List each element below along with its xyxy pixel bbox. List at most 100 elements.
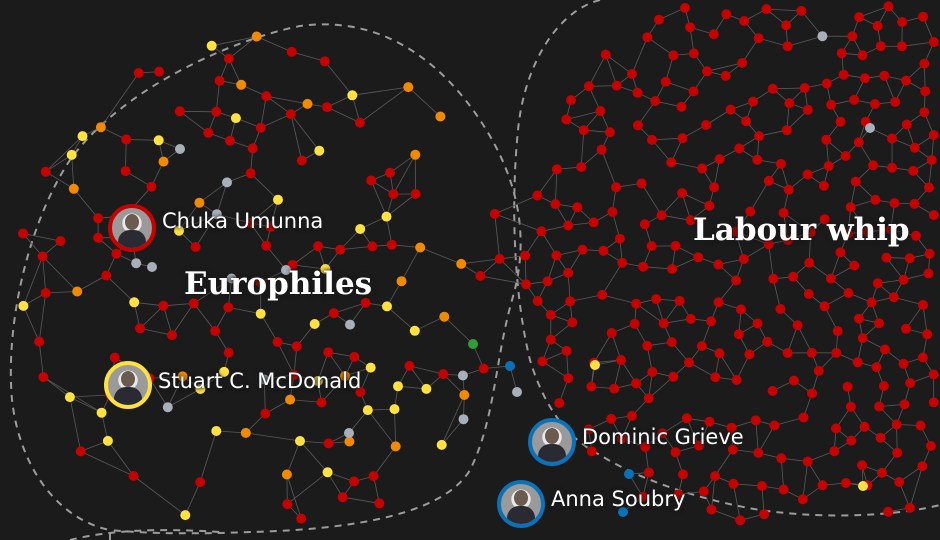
mp-node[interactable] <box>223 302 234 313</box>
mp-node[interactable] <box>261 91 272 102</box>
mp-node[interactable] <box>521 279 532 290</box>
mp-node[interactable] <box>396 276 407 287</box>
mp-node[interactable] <box>769 420 780 431</box>
mp-node[interactable] <box>607 206 618 217</box>
mp-node[interactable] <box>586 381 597 392</box>
mp-node[interactable] <box>904 253 915 264</box>
mp-node[interactable] <box>458 414 469 425</box>
mp-node[interactable] <box>566 95 576 106</box>
mp-node[interactable] <box>381 211 392 222</box>
mp-node[interactable] <box>561 114 572 125</box>
mp-node[interactable] <box>763 175 774 186</box>
mp-node[interactable] <box>597 289 608 300</box>
mp-node[interactable] <box>225 135 235 146</box>
mp-node[interactable] <box>905 378 916 388</box>
mp-node[interactable] <box>344 428 354 438</box>
mp-node[interactable] <box>798 412 809 423</box>
mp-node[interactable] <box>807 388 817 399</box>
mp-node[interactable] <box>898 274 909 285</box>
mp-node[interactable] <box>180 510 191 521</box>
mp-node[interactable] <box>438 369 449 380</box>
mp-node[interactable] <box>826 99 837 110</box>
mp-node[interactable] <box>567 317 578 328</box>
mp-node[interactable] <box>190 242 201 252</box>
mp-node[interactable] <box>714 154 725 165</box>
mp-node[interactable] <box>840 151 851 161</box>
mp-node[interactable] <box>456 258 467 269</box>
mp-node[interactable] <box>853 137 864 148</box>
mp-node[interactable] <box>803 289 814 299</box>
mp-node[interactable] <box>344 436 355 447</box>
mp-node[interactable] <box>296 155 307 166</box>
mp-node[interactable] <box>709 182 720 193</box>
mp-node[interactable] <box>194 197 205 208</box>
mp-node[interactable] <box>210 326 221 336</box>
mp-node[interactable] <box>563 220 574 231</box>
mp-node[interactable] <box>618 507 628 517</box>
mp-node[interactable] <box>891 419 902 430</box>
mp-node[interactable] <box>799 83 810 93</box>
mp-node[interactable] <box>319 56 330 67</box>
mp-node[interactable] <box>881 252 892 263</box>
mp-node[interactable] <box>563 373 574 384</box>
mp-node[interactable] <box>554 398 565 408</box>
mp-node[interactable] <box>320 264 331 274</box>
mp-node[interactable] <box>93 213 104 224</box>
mp-node[interactable] <box>600 49 611 60</box>
mp-node[interactable] <box>842 381 853 392</box>
mp-node[interactable] <box>843 288 854 298</box>
mp-node[interactable] <box>651 294 662 305</box>
mp-node[interactable] <box>731 275 742 286</box>
mp-node[interactable] <box>545 309 556 320</box>
mp-node[interactable] <box>577 244 588 255</box>
mp-node[interactable] <box>776 453 787 464</box>
mp-node[interactable] <box>195 477 206 488</box>
mp-node[interactable] <box>813 365 824 376</box>
mp-node[interactable] <box>365 362 376 373</box>
mp-node[interactable] <box>890 97 901 107</box>
mp-node[interactable] <box>697 163 708 174</box>
mp-node[interactable] <box>494 253 505 264</box>
mp-node[interactable] <box>901 75 911 86</box>
mp-node[interactable] <box>788 375 799 386</box>
mp-node[interactable] <box>752 318 763 329</box>
mp-node[interactable] <box>226 273 237 284</box>
mp-node[interactable] <box>551 250 562 261</box>
mp-node[interactable] <box>632 120 643 131</box>
mp-node[interactable] <box>720 70 731 81</box>
mp-node[interactable] <box>296 513 307 524</box>
mp-node[interactable] <box>917 352 928 363</box>
mp-node[interactable] <box>733 329 744 340</box>
mp-node[interactable] <box>328 308 339 319</box>
mp-node[interactable] <box>852 357 863 368</box>
mp-node[interactable] <box>281 469 292 480</box>
mp-node[interactable] <box>312 376 323 386</box>
mp-node[interactable] <box>153 135 164 146</box>
mp-node[interactable] <box>285 109 296 120</box>
mp-node[interactable] <box>281 265 291 275</box>
mp-node[interactable] <box>542 276 553 287</box>
mp-node[interactable] <box>572 202 583 213</box>
mp-node[interactable] <box>783 184 794 195</box>
mp-node[interactable] <box>314 145 325 156</box>
mp-node[interactable] <box>316 397 327 408</box>
mp-node[interactable] <box>367 241 378 252</box>
mp-node[interactable] <box>835 247 846 258</box>
mp-node[interactable] <box>674 295 685 306</box>
mp-node[interactable] <box>410 189 421 199</box>
mp-node[interactable] <box>670 447 681 458</box>
mp-node[interactable] <box>928 130 939 140</box>
mp-node[interactable] <box>849 94 860 105</box>
mp-node[interactable] <box>714 348 725 359</box>
mp-node[interactable] <box>158 300 169 311</box>
mp-node[interactable] <box>836 48 847 59</box>
mp-node[interactable] <box>321 102 332 113</box>
mp-node[interactable] <box>859 421 870 432</box>
mp-node[interactable] <box>781 20 792 31</box>
mp-node[interactable] <box>744 349 755 360</box>
mp-node[interactable] <box>849 260 860 271</box>
mp-node[interactable] <box>754 131 764 142</box>
mp-node[interactable] <box>167 330 177 341</box>
mp-node[interactable] <box>832 326 843 337</box>
mp-node[interactable] <box>894 477 905 487</box>
